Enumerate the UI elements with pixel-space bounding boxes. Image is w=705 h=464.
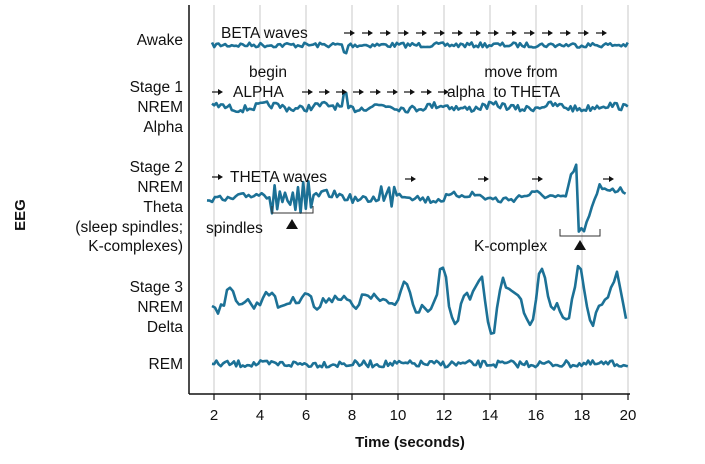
arrow-head-icon [386, 30, 391, 36]
arrow-head-icon [218, 174, 223, 180]
awake-trace [210, 41, 629, 55]
arrow-head-icon [458, 30, 463, 36]
k-complex-pointer-icon [574, 240, 586, 250]
x-tick-label: 16 [528, 407, 545, 424]
stage-label: (sleep spindles; [75, 219, 183, 236]
stage3-trace [211, 264, 628, 335]
x-tick-label: 4 [256, 407, 264, 424]
arrow-head-icon [476, 30, 481, 36]
x-tick-label: 14 [482, 407, 499, 424]
arrow-head-icon [325, 89, 330, 95]
stage-label: NREM [137, 299, 183, 316]
y-axis-label: EEG [12, 199, 29, 231]
stage1-trace [211, 91, 629, 114]
arrow-head-icon [548, 30, 553, 36]
arrow-head-icon [538, 176, 543, 182]
x-tick-label: 8 [348, 407, 356, 424]
x-tick-label: 6 [302, 407, 310, 424]
stage-label: Awake [137, 32, 183, 49]
stage-label: Stage 1 [130, 79, 183, 96]
stage-label: Delta [147, 319, 184, 336]
arrow-head-icon [566, 30, 571, 36]
arrow-head-icon [584, 30, 589, 36]
arrow-head-icon [393, 89, 398, 95]
x-tick-label: 18 [574, 407, 591, 424]
begin-label: begin [249, 64, 287, 81]
stage-label: Alpha [143, 119, 183, 136]
stage-label: Stage 2 [130, 159, 183, 176]
arrow-head-icon [411, 176, 416, 182]
alpha-label: ALPHA [233, 84, 284, 101]
x-ticks: 2 4 6 8 10 12 14 16 18 20 [210, 394, 637, 424]
move-from-label: move from [484, 64, 557, 81]
arrow-head-icon [368, 30, 373, 36]
arrow-head-icon [494, 30, 499, 36]
rem-trace [211, 359, 629, 369]
stage-label: REM [149, 356, 183, 373]
k-complex-label: K-complex [474, 238, 547, 255]
k-complex-bracket [559, 229, 601, 237]
stage2-trace [206, 163, 627, 233]
arrow-head-icon [422, 30, 427, 36]
arrow-head-icon [350, 30, 355, 36]
beta-waves-label: BETA waves [221, 25, 308, 42]
arrow-head-icon [444, 89, 449, 95]
arrow-head-icon [440, 30, 445, 36]
arrow-head-icon [342, 89, 347, 95]
stage-label: K-complexes) [88, 238, 183, 255]
arrow-head-icon [427, 89, 432, 95]
arrow-head-icon [376, 89, 381, 95]
stage-label: Stage 3 [130, 279, 183, 296]
arrow-head-icon [410, 89, 415, 95]
x-tick-label: 10 [390, 407, 407, 424]
arrow-head-icon [609, 176, 614, 182]
x-tick-label: 12 [436, 407, 453, 424]
arrow-head-icon [530, 30, 535, 36]
arrow-head-icon [484, 176, 489, 182]
x-axis-label: Time (seconds) [355, 434, 465, 451]
arrow-head-icon [359, 89, 364, 95]
stage-label: NREM [137, 179, 183, 196]
stage-label: NREM [137, 99, 183, 116]
theta-waves-label: THETA waves [230, 169, 327, 186]
alpha-to-theta-label: alpha to THETA [447, 84, 561, 101]
eeg-traces [206, 41, 629, 369]
spindles-label: spindles [206, 220, 263, 237]
x-tick-label: 2 [210, 407, 218, 424]
arrow-head-icon [512, 30, 517, 36]
arrow-head-icon [218, 89, 223, 95]
spindles-pointer-icon [286, 219, 298, 229]
annotation-arrows [212, 30, 614, 182]
arrow-head-icon [404, 30, 409, 36]
arrow-head-icon [308, 89, 313, 95]
spindles-bracket [271, 206, 314, 214]
x-tick-label: 20 [620, 407, 637, 424]
arrow-head-icon [602, 30, 607, 36]
stage-labels: Awake Stage 1 NREM Alpha Stage 2 NREM Theta (sl… [75, 32, 183, 373]
stage-label: Theta [143, 199, 183, 216]
